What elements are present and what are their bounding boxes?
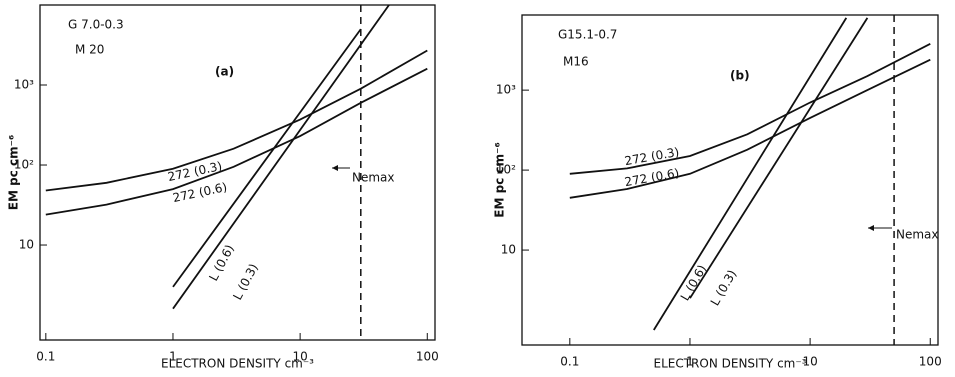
- panel-label: (b): [730, 69, 750, 83]
- source-subname: M16: [563, 55, 589, 69]
- x-axis-label: ELECTRON DENSITY cm⁻³: [161, 357, 314, 371]
- y-tick-label: 10³: [496, 83, 516, 97]
- curve: [45, 49, 428, 192]
- curve-label: 272 (0.3): [624, 145, 681, 168]
- ne-max-arrowhead: [332, 165, 338, 171]
- ne-max-label: Nemax: [896, 228, 939, 242]
- source-name: G15.1-0.7: [558, 28, 617, 42]
- source-subname: M 20: [75, 43, 104, 57]
- x-tick-label: 1: [169, 350, 177, 364]
- x-tick-label: 0.1: [36, 350, 55, 364]
- plot-frame: [521, 14, 939, 346]
- y-tick-label: 10: [501, 243, 516, 257]
- curve-label: L (0.6): [206, 242, 237, 283]
- y-tick-label: 10²: [496, 163, 516, 177]
- curve: [689, 17, 869, 299]
- curve-label: L (0.3): [230, 261, 261, 302]
- x-tick-label: 10: [802, 355, 817, 369]
- plot-area: [569, 17, 931, 331]
- curve: [569, 58, 931, 199]
- y-axis-label: EM pc cm⁻⁶: [7, 135, 21, 210]
- source-name: G 7.0-0.3: [68, 18, 124, 32]
- curve-label: L (0.3): [708, 267, 740, 308]
- y-tick-label: 10: [19, 238, 34, 252]
- curve: [45, 67, 428, 216]
- x-axis-label: ELECTRON DENSITY cm⁻³: [654, 357, 807, 371]
- curve-label: 272 (0.6): [171, 180, 228, 205]
- curve: [569, 42, 931, 175]
- curve-label: 272 (0.6): [624, 166, 681, 189]
- plot-frame: [39, 4, 436, 341]
- y-tick-label: 10²: [14, 158, 34, 172]
- y-tick-label: 10³: [14, 78, 34, 92]
- curve: [172, 5, 390, 310]
- curve: [653, 17, 848, 331]
- x-tick-label: 100: [416, 350, 439, 364]
- x-tick-label: 10: [292, 350, 307, 364]
- ne-max-arrowhead: [868, 225, 874, 231]
- x-tick-label: 1: [686, 355, 694, 369]
- ne-max-label: Nemax: [352, 171, 395, 185]
- x-tick-label: 100: [919, 355, 942, 369]
- panel-label: (a): [215, 65, 234, 79]
- y-axis-label: EM pc cm⁻⁶: [493, 142, 507, 217]
- x-tick-label: 0.1: [560, 355, 579, 369]
- curve: [172, 28, 362, 288]
